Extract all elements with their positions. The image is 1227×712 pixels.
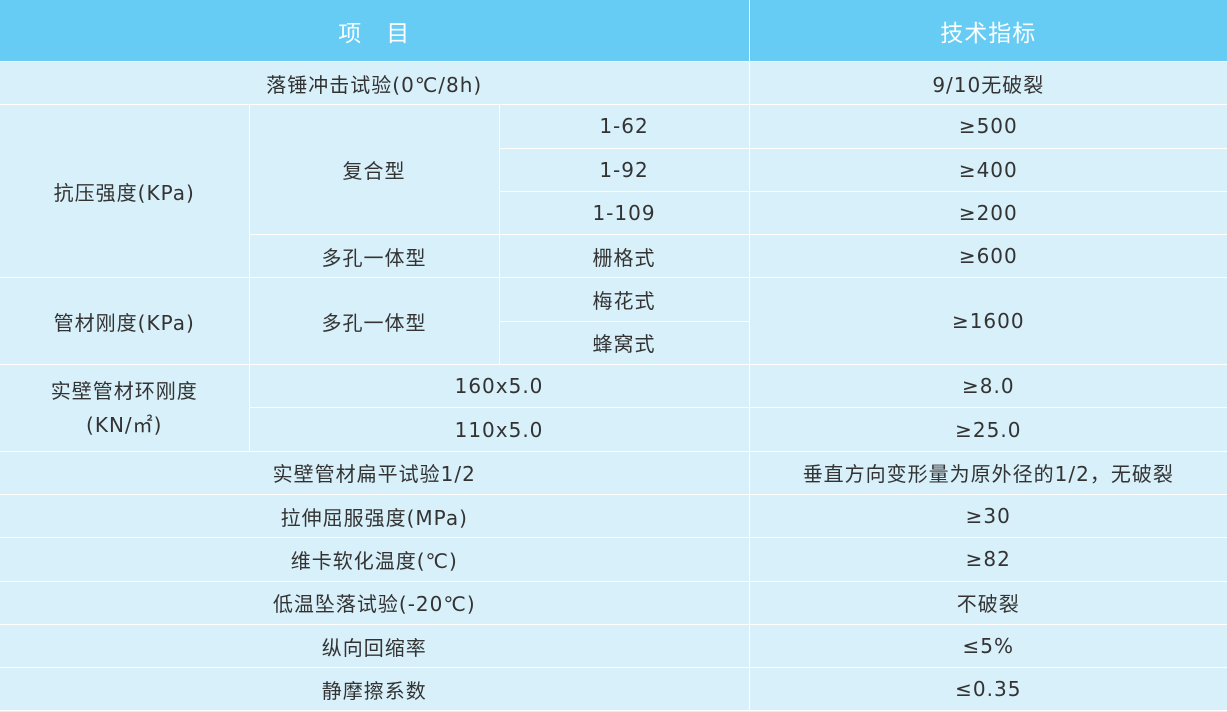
row-label: 拉伸屈服强度(MPa) [0, 493, 750, 539]
row-label-line2: (KN/㎡) [86, 412, 163, 437]
row-value: ≥1600 [748, 277, 1227, 366]
row-sublabel: 复合型 [248, 104, 500, 236]
row-label: 管材刚度(KPa) [0, 277, 250, 366]
table-row: 实壁管材环刚度 (KN/㎡) 160x5.0 ≥8.0 [0, 364, 1227, 452]
row-spec: 蜂窝式 [499, 320, 750, 366]
row-spec: 160x5.0 [248, 364, 750, 409]
row-label: 落锤冲击试验(0℃/8h) [0, 60, 750, 106]
row-value: ≥500 [748, 104, 1227, 149]
table-row: 管材刚度(KPa) 多孔一体型 梅花式 ≥1600 [0, 277, 1227, 366]
row-spec: 1-92 [499, 147, 750, 192]
row-value: ≥25.0 [748, 407, 1227, 452]
row-value: 不破裂 [748, 580, 1227, 625]
row-spec: 110x5.0 [249, 407, 750, 452]
table-row: 实壁管材扁平试验1/2 垂直方向变形量为原外径的1/2，无破裂 [0, 450, 1227, 495]
row-label: 抗压强度(KPa) [0, 104, 250, 279]
header-spec: 技术指标 [748, 0, 1227, 62]
table-row: 抗压强度(KPa) 复合型 1-62 ≥500 [0, 104, 1227, 279]
table-row: 拉伸屈服强度(MPa) ≥30 [0, 493, 1227, 539]
row-value: ≤5% [748, 623, 1227, 669]
row-label-line1: 实壁管材环刚度 [50, 378, 198, 403]
row-label: 实壁管材扁平试验1/2 [0, 450, 750, 495]
row-value: ≥82 [748, 537, 1227, 582]
row-value: ≥30 [748, 493, 1227, 539]
table-row: 静摩擦系数 ≤0.35 [0, 667, 1227, 712]
row-label: 低温坠落试验(-20℃) [0, 580, 750, 625]
table-row: 纵向回缩率 ≤5% [0, 623, 1227, 669]
table-row: 低温坠落试验(-20℃) 不破裂 [0, 580, 1227, 625]
table-row: 多孔一体型 栅格式 ≥600 [0, 234, 1227, 279]
table-row: 维卡软化温度(℃) ≥82 [0, 537, 1227, 582]
row-value: ≥400 [748, 147, 1227, 192]
row-spec: 1-62 [498, 104, 750, 149]
row-label: 实壁管材环刚度 (KN/㎡) [0, 364, 250, 452]
row-value: ≥200 [748, 190, 1227, 236]
row-value: ≤0.35 [748, 667, 1227, 712]
table-row: 1-109 ≥200 [0, 190, 1227, 236]
row-label: 静摩擦系数 [0, 667, 750, 712]
table-row: 110x5.0 ≥25.0 [0, 407, 1227, 452]
header-row: 项 目 技术指标 [0, 0, 1227, 62]
table-row: 落锤冲击试验(0℃/8h) 9/10无破裂 [0, 60, 1227, 106]
header-item: 项 目 [0, 0, 750, 62]
row-value: 垂直方向变形量为原外径的1/2，无破裂 [748, 450, 1227, 495]
row-label: 纵向回缩率 [0, 623, 750, 669]
row-spec: 1-109 [499, 190, 750, 236]
row-sublabel: 多孔一体型 [249, 234, 500, 279]
row-value: ≥600 [748, 234, 1227, 279]
row-label: 维卡软化温度(℃) [0, 537, 750, 582]
table-row: 蜂窝式 [0, 320, 1227, 366]
row-value: ≥8.0 [748, 364, 1227, 409]
row-value: 9/10无破裂 [748, 60, 1227, 106]
row-spec: 梅花式 [498, 277, 750, 322]
row-sublabel: 多孔一体型 [248, 277, 500, 366]
row-spec: 栅格式 [498, 234, 750, 279]
